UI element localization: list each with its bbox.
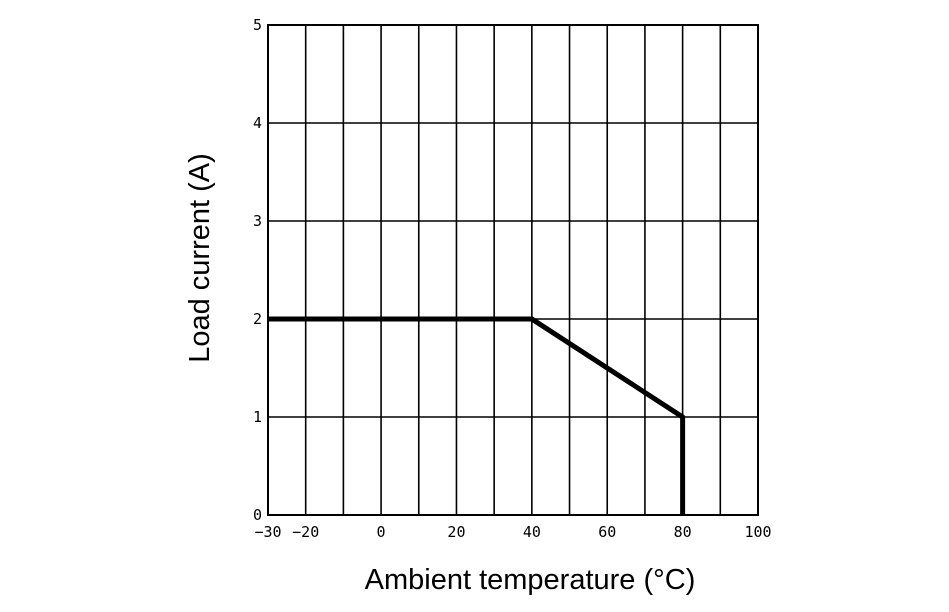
x-tick-label: −30	[254, 523, 281, 541]
x-tick-label: 100	[744, 523, 771, 541]
x-tick-label: 40	[523, 523, 541, 541]
y-tick-labels: 0 1 2 3 4 5	[253, 16, 262, 524]
y-tick-label: 3	[253, 212, 262, 230]
x-tick-label: 80	[674, 523, 692, 541]
y-tick-label: 1	[253, 408, 262, 426]
y-tick-label: 2	[253, 310, 262, 328]
y-tick-label: 4	[253, 114, 262, 132]
data-series	[268, 316, 686, 515]
y-axis-label: Load current (A)	[184, 153, 216, 363]
plot-frame	[267, 24, 759, 516]
y-tick-label: 0	[253, 506, 262, 524]
x-tick-label: 60	[598, 523, 616, 541]
x-tick-labels: −30 −20 0 20 40 60 80 100	[254, 523, 771, 541]
y-tick-label: 5	[253, 16, 262, 34]
x-tick-label: 0	[377, 523, 386, 541]
series-line	[268, 316, 686, 515]
x-tick-label: 20	[447, 523, 465, 541]
plot-border	[267, 24, 759, 516]
x-tick-label: −20	[292, 523, 319, 541]
x-axis-label: Ambient temperature (°C)	[365, 564, 696, 596]
